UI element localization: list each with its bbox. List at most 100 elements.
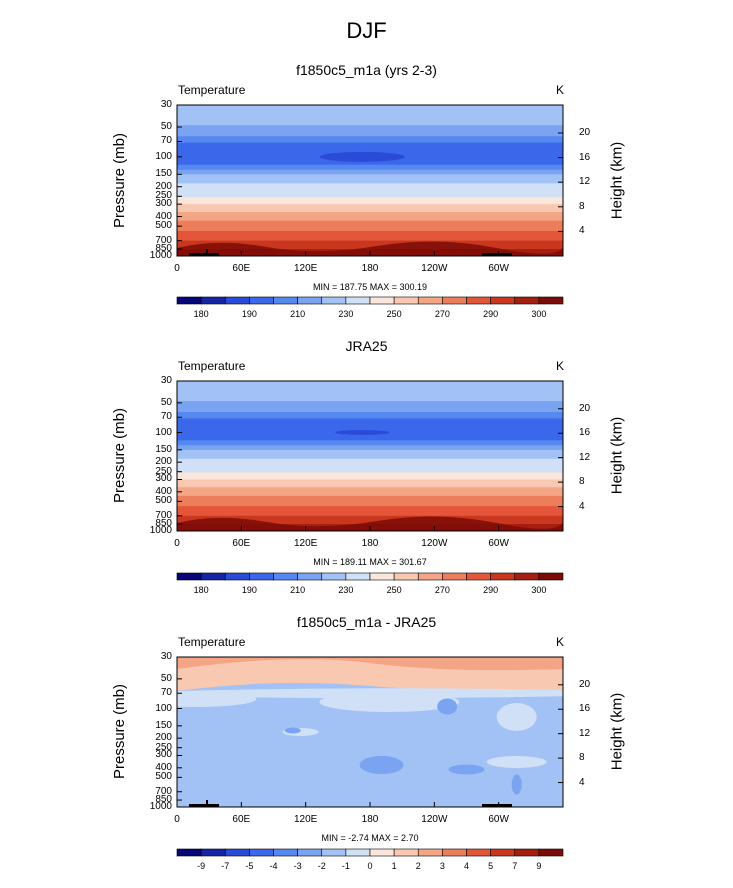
temperature-band xyxy=(177,189,563,198)
longitude-tick-label: 0 xyxy=(174,263,180,274)
colorbar-swatch xyxy=(200,572,226,581)
colorbar-swatch xyxy=(466,848,491,857)
temperature-band xyxy=(177,440,563,446)
temperature-band xyxy=(177,401,563,413)
pressure-tick-label: 50 xyxy=(160,396,172,408)
cold-core-contour xyxy=(335,430,390,436)
colorbar-swatch xyxy=(393,848,419,857)
colorbar-swatch xyxy=(224,848,250,857)
temperature-band xyxy=(177,220,563,232)
colorbar-swatch xyxy=(249,296,274,305)
min-max-label: MIN = 189.11 MAX = 301.67 xyxy=(313,557,427,567)
colorbar-swatch xyxy=(321,848,347,857)
pressure-tick-label: 200 xyxy=(155,180,172,192)
colorbar-label: 180 xyxy=(193,309,209,319)
height-tick-label: 12 xyxy=(579,451,591,463)
height-axis-label: Height (km) xyxy=(608,416,626,495)
pressure-tick-label: 400 xyxy=(155,485,172,497)
colorbar-label: 270 xyxy=(434,585,450,595)
height-tick-label: 16 xyxy=(579,151,591,163)
pressure-tick-label: 1000 xyxy=(149,801,172,812)
colorbar-label: 9 xyxy=(536,861,542,871)
colorbar-label: 250 xyxy=(386,309,402,319)
temperature-band xyxy=(177,204,563,213)
topography-mask xyxy=(482,253,512,256)
colorbar-label: 250 xyxy=(386,585,402,595)
pressure-tick-label: 1000 xyxy=(149,250,172,261)
cold-core-contour xyxy=(319,151,405,162)
panel-2-title: JRA25 xyxy=(345,338,388,354)
temperature-band xyxy=(177,449,563,460)
anomaly-contour xyxy=(511,774,522,795)
height-tick-label: 20 xyxy=(579,126,591,138)
longitude-tick-label: 120W xyxy=(421,263,448,274)
topography-mask xyxy=(206,249,208,256)
temperature-band xyxy=(177,197,563,205)
colorbar-swatch xyxy=(176,572,202,581)
longitude-tick-label: 60E xyxy=(232,814,251,825)
pressure-tick-label: 700 xyxy=(155,234,172,246)
anomaly-contour xyxy=(448,764,485,775)
pressure-tick-label: 250 xyxy=(155,741,172,753)
colorbar-label: 230 xyxy=(338,585,354,595)
longitude-tick-label: 0 xyxy=(174,538,180,549)
panel-3-plot xyxy=(176,656,564,808)
pressure-tick-label: 850 xyxy=(155,518,172,530)
topography-mask xyxy=(189,253,219,256)
variable-label: Temperature xyxy=(178,83,246,97)
pressure-axis-label: Pressure (mb) xyxy=(111,683,129,780)
units-label: K xyxy=(556,83,565,97)
colorbar-swatch xyxy=(297,296,323,305)
colorbar-swatch xyxy=(345,296,371,305)
colorbar-label: -3 xyxy=(293,861,302,871)
pressure-tick-label: 30 xyxy=(160,375,172,386)
colorbar-label: 210 xyxy=(290,585,306,595)
min-max-label: MIN = -2.74 MAX = 2.70 xyxy=(321,833,419,843)
pressure-tick-label: 400 xyxy=(155,761,172,773)
pressure-tick-label: 300 xyxy=(155,198,172,210)
colorbar-swatch xyxy=(345,572,371,581)
colorbar-swatch xyxy=(417,848,443,857)
temperature-band xyxy=(177,479,563,488)
anomaly-contour xyxy=(359,756,404,774)
anomaly-contour xyxy=(319,692,460,712)
colorbar-swatch xyxy=(417,572,443,581)
colorbar-label: 2 xyxy=(415,861,421,871)
surface-warm-contour xyxy=(177,516,563,531)
longitude-tick-label: 120E xyxy=(293,263,318,274)
colorbar-swatch xyxy=(466,572,491,581)
colorbar-label: 0 xyxy=(367,861,373,871)
colorbar-label: 5 xyxy=(488,861,494,871)
temperature-band xyxy=(177,472,563,480)
temperature-band xyxy=(177,169,563,175)
temperature-band xyxy=(177,231,563,242)
topography-mask xyxy=(206,800,208,807)
colorbar-label: 1 xyxy=(391,861,397,871)
surface-warm-contour xyxy=(177,241,563,256)
temperature-band xyxy=(177,142,563,153)
longitude-tick-label: 0 xyxy=(174,814,180,825)
height-tick-label: 8 xyxy=(579,476,585,488)
colorbar-label: 210 xyxy=(290,309,306,319)
min-max-label: MIN = 187.75 MAX = 300.19 xyxy=(312,282,428,292)
colorbar-swatch xyxy=(466,296,491,305)
panel-1-title: f1850c5_m1a (yrs 2-3) xyxy=(296,62,437,78)
temperature-band xyxy=(177,412,563,419)
temperature-band xyxy=(177,183,563,191)
height-tick-label: 12 xyxy=(579,176,591,188)
colorbar-label: -2 xyxy=(317,861,326,871)
pressure-tick-label: 100 xyxy=(155,150,172,162)
colorbar-swatch xyxy=(490,848,516,857)
colorbar-swatch xyxy=(490,296,516,305)
height-tick-label: 20 xyxy=(579,402,591,414)
colorbar-label: 300 xyxy=(531,309,547,319)
temperature-band xyxy=(177,515,563,525)
colorbar-label: 190 xyxy=(241,309,257,319)
colorbar-swatch xyxy=(369,296,395,305)
colorbar-label: 300 xyxy=(531,585,547,595)
topography-mask xyxy=(482,804,512,807)
pressure-tick-label: 150 xyxy=(155,719,172,731)
colorbar-swatch xyxy=(297,848,323,857)
temperature-band xyxy=(177,174,563,184)
topography-mask xyxy=(189,804,219,807)
